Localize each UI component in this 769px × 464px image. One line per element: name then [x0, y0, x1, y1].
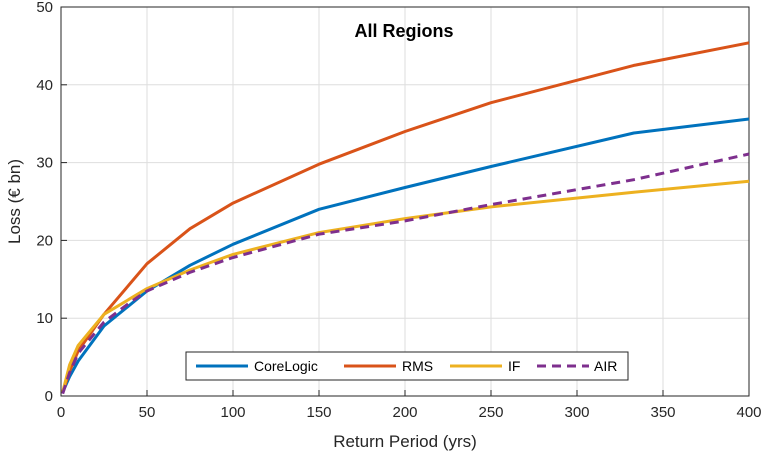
y-axis-ticks: 0 10 20 30 40 50 — [36, 0, 67, 405]
y-axis-label: Loss (€ bn) — [5, 159, 24, 244]
x-tick-label: 250 — [478, 404, 503, 421]
series-line-air — [61, 152, 750, 395]
y-tick-label: 0 — [45, 388, 53, 405]
y-tick-label: 10 — [36, 310, 53, 327]
x-tick-label: 300 — [564, 404, 589, 421]
x-tick-label: 100 — [220, 404, 245, 421]
legend-label-if: IF — [508, 358, 520, 374]
x-tick-label: 50 — [139, 404, 156, 421]
x-tick-label: 150 — [306, 404, 331, 421]
x-tick-label: 350 — [650, 404, 675, 421]
x-tick-label: 0 — [57, 404, 65, 421]
y-tick-label: 30 — [36, 155, 53, 172]
legend: CoreLogic RMS IF AIR — [185, 351, 629, 381]
x-axis-ticks: 0 50 100 150 200 250 300 350 400 — [57, 390, 762, 421]
x-tick-label: 200 — [392, 404, 417, 421]
y-tick-label: 50 — [36, 0, 53, 16]
legend-label-air: AIR — [594, 358, 617, 374]
legend-label-corelogic: CoreLogic — [254, 358, 318, 374]
series-layer — [61, 41, 750, 395]
series-line-rms — [61, 41, 750, 393]
series-line-if — [61, 179, 750, 393]
chart-title: All Regions — [354, 21, 453, 41]
grid — [60, 6, 750, 397]
series-line-corelogic — [61, 117, 750, 393]
x-tick-label: 400 — [736, 404, 761, 421]
y-tick-label: 20 — [36, 232, 53, 249]
y-tick-label: 40 — [36, 77, 53, 94]
x-axis-label: Return Period (yrs) — [333, 432, 477, 451]
legend-label-rms: RMS — [402, 358, 433, 374]
